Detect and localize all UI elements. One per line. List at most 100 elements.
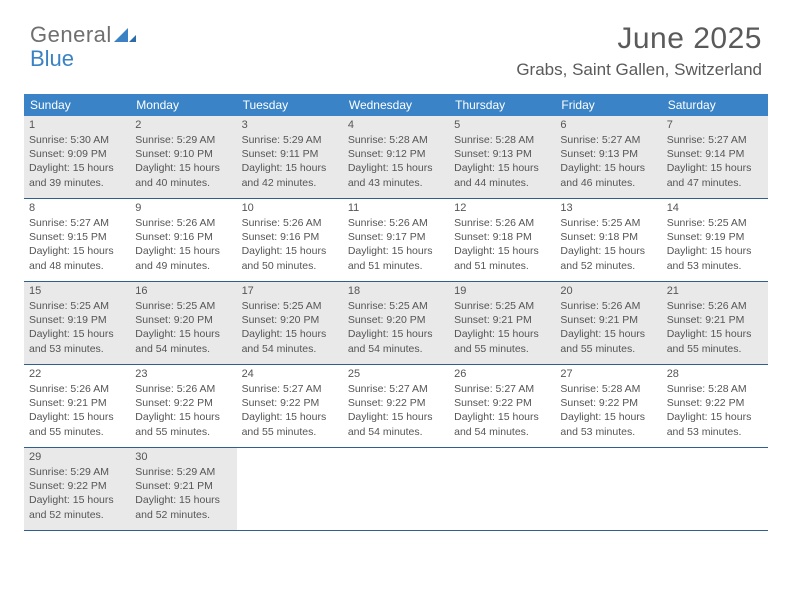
week-row: 22Sunrise: 5:26 AMSunset: 9:21 PMDayligh…: [24, 365, 768, 448]
sunset-text: Sunset: 9:18 PM: [560, 230, 656, 244]
day-number: 25: [348, 368, 444, 380]
day-info: Sunrise: 5:27 AMSunset: 9:14 PMDaylight:…: [667, 133, 763, 190]
sunset-text: Sunset: 9:22 PM: [560, 396, 656, 410]
day-info: Sunrise: 5:30 AMSunset: 9:09 PMDaylight:…: [29, 133, 125, 190]
daylight-text: and 43 minutes.: [348, 176, 444, 190]
day-cell: 15Sunrise: 5:25 AMSunset: 9:19 PMDayligh…: [24, 282, 130, 364]
daylight-text: Daylight: 15 hours: [242, 327, 338, 341]
day-cell: 27Sunrise: 5:28 AMSunset: 9:22 PMDayligh…: [555, 365, 661, 447]
day-cell: 17Sunrise: 5:25 AMSunset: 9:20 PMDayligh…: [237, 282, 343, 364]
day-cell: 20Sunrise: 5:26 AMSunset: 9:21 PMDayligh…: [555, 282, 661, 364]
daylight-text: Daylight: 15 hours: [135, 161, 231, 175]
day-info: Sunrise: 5:25 AMSunset: 9:20 PMDaylight:…: [348, 299, 444, 356]
weekday-header-cell: Sunday: [24, 94, 130, 116]
sunrise-text: Sunrise: 5:27 AM: [29, 216, 125, 230]
daylight-text: Daylight: 15 hours: [29, 161, 125, 175]
day-number: 4: [348, 119, 444, 131]
daylight-text: Daylight: 15 hours: [560, 161, 656, 175]
sunset-text: Sunset: 9:20 PM: [242, 313, 338, 327]
day-info: Sunrise: 5:29 AMSunset: 9:11 PMDaylight:…: [242, 133, 338, 190]
day-number: 6: [560, 119, 656, 131]
daylight-text: and 55 minutes.: [242, 425, 338, 439]
daylight-text: Daylight: 15 hours: [560, 327, 656, 341]
sunrise-text: Sunrise: 5:26 AM: [667, 299, 763, 313]
sunset-text: Sunset: 9:21 PM: [667, 313, 763, 327]
day-number: 26: [454, 368, 550, 380]
weekday-header-cell: Wednesday: [343, 94, 449, 116]
day-info: Sunrise: 5:25 AMSunset: 9:20 PMDaylight:…: [242, 299, 338, 356]
day-cell: 2Sunrise: 5:29 AMSunset: 9:10 PMDaylight…: [130, 116, 236, 198]
week-row: 8Sunrise: 5:27 AMSunset: 9:15 PMDaylight…: [24, 199, 768, 282]
title-block: June 2025 Grabs, Saint Gallen, Switzerla…: [516, 22, 762, 80]
sunrise-text: Sunrise: 5:26 AM: [135, 382, 231, 396]
day-number: 2: [135, 119, 231, 131]
daylight-text: and 50 minutes.: [242, 259, 338, 273]
day-cell: [237, 448, 343, 530]
daylight-text: and 54 minutes.: [242, 342, 338, 356]
day-number: 24: [242, 368, 338, 380]
logo-sail-icon: [114, 26, 136, 44]
day-info: Sunrise: 5:27 AMSunset: 9:22 PMDaylight:…: [242, 382, 338, 439]
day-info: Sunrise: 5:25 AMSunset: 9:21 PMDaylight:…: [454, 299, 550, 356]
daylight-text: and 53 minutes.: [667, 259, 763, 273]
day-info: Sunrise: 5:28 AMSunset: 9:13 PMDaylight:…: [454, 133, 550, 190]
sunset-text: Sunset: 9:13 PM: [560, 147, 656, 161]
day-cell: 1Sunrise: 5:30 AMSunset: 9:09 PMDaylight…: [24, 116, 130, 198]
day-cell: 26 Sunrise: 5:27 AMSunset: 9:22 PMDayligh…: [449, 365, 555, 447]
day-cell: [449, 448, 555, 530]
day-number: 16: [135, 285, 231, 297]
daylight-text: Daylight: 15 hours: [242, 244, 338, 258]
day-cell: [343, 448, 449, 530]
sunrise-text: Sunrise: 5:27 AM: [242, 382, 338, 396]
sunset-text: Sunset: 9:21 PM: [29, 396, 125, 410]
daylight-text: Daylight: 15 hours: [667, 161, 763, 175]
daylight-text: and 40 minutes.: [135, 176, 231, 190]
weekday-header-cell: Saturday: [662, 94, 768, 116]
sunrise-text: Sunrise: 5:25 AM: [348, 299, 444, 313]
sunset-text: Sunset: 9:22 PM: [135, 396, 231, 410]
brand-logo: General: [30, 22, 136, 48]
daylight-text: Daylight: 15 hours: [29, 410, 125, 424]
sunrise-text: Sunrise: 5:28 AM: [348, 133, 444, 147]
month-title: June 2025: [516, 22, 762, 56]
week-row: 29Sunrise: 5:29 AMSunset: 9:22 PMDayligh…: [24, 448, 768, 531]
sunrise-text: Sunrise: 5:28 AM: [667, 382, 763, 396]
daylight-text: and 54 minutes.: [348, 425, 444, 439]
day-info: Sunrise: 5:25 AMSunset: 9:18 PMDaylight:…: [560, 216, 656, 273]
day-info: Sunrise: 5:25 AMSunset: 9:20 PMDaylight:…: [135, 299, 231, 356]
sunrise-text: Sunrise: 5:26 AM: [29, 382, 125, 396]
daylight-text: Daylight: 15 hours: [560, 410, 656, 424]
daylight-text: and 53 minutes.: [29, 342, 125, 356]
day-info: Sunrise: 5:26 AMSunset: 9:18 PMDaylight:…: [454, 216, 550, 273]
day-info: Sunrise: 5:26 AMSunset: 9:21 PMDaylight:…: [560, 299, 656, 356]
daylight-text: and 52 minutes.: [135, 508, 231, 522]
day-cell: 3Sunrise: 5:29 AMSunset: 9:11 PMDaylight…: [237, 116, 343, 198]
day-cell: 11Sunrise: 5:26 AMSunset: 9:17 PMDayligh…: [343, 199, 449, 281]
day-number: 29: [29, 451, 125, 463]
daylight-text: and 52 minutes.: [560, 259, 656, 273]
sunset-text: Sunset: 9:21 PM: [454, 313, 550, 327]
day-cell: 30Sunrise: 5:29 AMSunset: 9:21 PMDayligh…: [130, 448, 236, 530]
sunset-text: Sunset: 9:17 PM: [348, 230, 444, 244]
daylight-text: and 55 minutes.: [135, 425, 231, 439]
sunrise-text: Sunrise: 5:27 AM: [560, 133, 656, 147]
weeks-container: 1Sunrise: 5:30 AMSunset: 9:09 PMDaylight…: [24, 116, 768, 531]
sunset-text: Sunset: 9:09 PM: [29, 147, 125, 161]
day-info: Sunrise: 5:27 AMSunset: 9:22 PMDaylight:…: [454, 382, 550, 439]
sunset-text: Sunset: 9:12 PM: [348, 147, 444, 161]
daylight-text: and 54 minutes.: [348, 342, 444, 356]
day-number: 12: [454, 202, 550, 214]
sunrise-text: Sunrise: 5:28 AM: [560, 382, 656, 396]
daylight-text: and 55 minutes.: [29, 425, 125, 439]
weekday-header-cell: Thursday: [449, 94, 555, 116]
daylight-text: Daylight: 15 hours: [29, 327, 125, 341]
day-number: 28: [667, 368, 763, 380]
sunset-text: Sunset: 9:13 PM: [454, 147, 550, 161]
weekday-header-cell: Tuesday: [237, 94, 343, 116]
sunrise-text: Sunrise: 5:29 AM: [29, 465, 125, 479]
day-cell: 9Sunrise: 5:26 AMSunset: 9:16 PMDaylight…: [130, 199, 236, 281]
daylight-text: Daylight: 15 hours: [135, 493, 231, 507]
day-info: Sunrise: 5:28 AMSunset: 9:22 PMDaylight:…: [560, 382, 656, 439]
daylight-text: and 42 minutes.: [242, 176, 338, 190]
sunset-text: Sunset: 9:19 PM: [667, 230, 763, 244]
